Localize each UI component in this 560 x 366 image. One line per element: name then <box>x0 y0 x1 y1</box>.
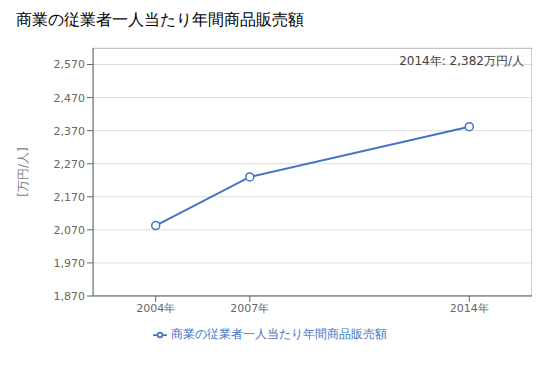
svg-text:2,070: 2,070 <box>54 224 86 237</box>
html-text:商業の従業者一人当たり年間商品販売額: 商業の従業者一人当たり年間商品販売額 <box>16 10 304 29</box>
svg-text:2,470: 2,470 <box>54 92 86 105</box>
svg-text:2,170: 2,170 <box>54 191 86 204</box>
svg-text:2014年: 2014年 <box>450 302 489 315</box>
svg-text:2007年: 2007年 <box>230 302 269 315</box>
svg-text:2014年: 2,382万円/人: 2014年: 2,382万円/人 <box>399 54 524 68</box>
svg-text:[万円/人]: [万円/人] <box>16 147 30 196</box>
svg-text:2,270: 2,270 <box>54 158 86 171</box>
svg-text:1,870: 1,870 <box>54 290 86 303</box>
svg-text:2004年: 2004年 <box>136 302 175 315</box>
svg-text:2,570: 2,570 <box>54 58 86 71</box>
svg-text:1,970: 1,970 <box>54 257 86 270</box>
html-text:商業の従業者一人当たり年間商品販売額: 商業の従業者一人当たり年間商品販売額 <box>171 327 387 341</box>
svg-text:2,370: 2,370 <box>54 125 86 138</box>
